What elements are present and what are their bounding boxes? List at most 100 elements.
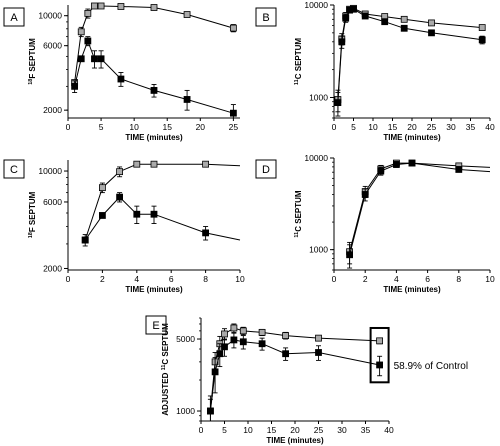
panel-a-x-tick-label: 15 [162, 122, 172, 132]
panel-e-series-black-point [230, 336, 238, 344]
panel-c-y-tick-label: 6000 [43, 197, 62, 207]
panel-e-y-axis-title: ADJUSTED 11C SEPTUM [161, 323, 170, 416]
panel-c-x-tick-label: 4 [134, 274, 139, 284]
panel-e-series-gray-point [282, 332, 290, 339]
panel-e-series-gray-point [258, 328, 266, 336]
panel-b-series-gray-point [428, 19, 435, 27]
panel-a-series-gray-point [77, 28, 85, 36]
panel-c-series-black-point [150, 210, 158, 218]
panel-d-y-axis-title: 11C SEPTUM [294, 190, 303, 238]
panel-b-series-black-point [478, 36, 486, 44]
panel-a-series-gray-point [91, 2, 98, 10]
panel-a-series-black-point [71, 82, 79, 90]
panel-c-x-tick-label: 2 [100, 274, 105, 284]
panel-a-series-black-point [77, 55, 85, 63]
panel-a-series-black-point [91, 55, 98, 63]
panel-c-series-gray-line [84, 163, 241, 241]
panel-e-x-tick-label: 40 [384, 425, 394, 435]
panel-b-y-tick-label: 10000 [304, 0, 328, 10]
panel-b-x-tick-label: 20 [407, 122, 417, 132]
panel-d-x-tick-label: 4 [394, 274, 399, 284]
panel-b-series-gray-point [478, 24, 486, 31]
panel-e-annotation: 58.9% of Control [394, 361, 469, 372]
panel-e-series-black-point [216, 350, 224, 358]
panel-e-series-black-point [239, 338, 247, 346]
panel-b-series-black-line [337, 8, 483, 103]
panel-c-label-box [3, 159, 25, 179]
panel-e-x-tick-label: 25 [314, 425, 324, 435]
panel-c-y-tick-label: 2000 [43, 263, 62, 273]
panel-b-x-tick-label: 35 [466, 122, 476, 132]
panel-c-x-tick-label: 6 [169, 274, 174, 284]
panel-c-x-tick-label: 8 [203, 274, 208, 284]
panel-b-x-tick-label: 15 [388, 122, 398, 132]
panel-b: B 0 5 10 15 20 25 30 35 40 1000 10000 TIME (minutes)… [255, 0, 495, 142]
panel-a-y-tick-label: 10000 [38, 11, 62, 21]
panel-d-label-box [255, 159, 277, 179]
panel-c-series-black-point [116, 193, 123, 201]
panel-e-series-gray-point [315, 334, 322, 342]
panel-e-x-tick-label: 30 [337, 425, 347, 435]
panel-d-series-black-point [392, 161, 400, 168]
panel-e-x-tick-label: 20 [290, 425, 300, 435]
panel-e-series-gray-point [239, 327, 247, 335]
panel-c-series-black-point [81, 236, 89, 244]
panel-c-x-tick-label: 10 [235, 274, 245, 284]
panel-c-y-tick-label: 10000 [38, 166, 62, 176]
panel-a-series-black-point [150, 87, 158, 94]
panel-c-series-black-point [133, 210, 141, 218]
panel-b-y-tick-label: 1000 [309, 92, 328, 102]
panel-d-series-black-point [346, 251, 354, 259]
panel-e-x-tick-label: 35 [361, 425, 371, 435]
panel-e-series-black-point [258, 340, 266, 348]
panel-e-x-tick-label: 5 [222, 425, 227, 435]
panel-b-x-tick-label: 10 [368, 122, 378, 132]
panel-a-label-box [3, 7, 25, 27]
panel-e-series-black-point [221, 343, 228, 351]
panel-d-series-black-point [408, 159, 416, 167]
panel-a-series-gray-line [74, 5, 234, 83]
panel-e-series-gray-point [221, 330, 228, 338]
panel-c-series-gray-point [133, 160, 141, 168]
panel-e-series-gray-point [376, 337, 384, 345]
panel-c-series-black-line [84, 196, 241, 241]
panel-d-x-tick-label: 6 [425, 274, 430, 284]
panel-e-series-black-point [376, 361, 384, 369]
panel-c-x-tick-label: 0 [66, 274, 71, 284]
panel-a-x-tick-label: 20 [196, 122, 206, 132]
panel-b-label: B [262, 12, 269, 24]
panel-d-label: D [262, 164, 270, 176]
panel-a-series-gray-point [84, 9, 92, 17]
panel-b-series-gray-line [337, 7, 483, 100]
panel-d-series-black-point [361, 191, 369, 198]
panel-b-series-black-point [342, 14, 350, 22]
panel-a-series-gray-point [97, 2, 105, 10]
panel-a-series-black-point [229, 109, 237, 117]
panel-a-series-gray-point [150, 4, 158, 11]
panel-d-x-tick-label: 0 [332, 274, 337, 284]
panel-b-x-tick-label: 5 [351, 122, 356, 132]
panel-b-x-tick-label: 40 [485, 122, 495, 132]
panel-b-x-tick-label: 0 [332, 122, 337, 132]
panel-c-series-gray-point [202, 160, 210, 168]
panel-a-series-black-point [97, 55, 105, 63]
panel-e-series-black-line [209, 339, 380, 412]
panel-b-x-axis-title: TIME (minutes) [383, 133, 441, 142]
panel-b-series-black-point [361, 12, 369, 20]
panel-b-series-black-point [334, 99, 342, 107]
panel-e-series-black-point [211, 368, 219, 376]
panel-a: A 0 5 10 15 20 25 2000 6000 10000 TIME (minutes) 18… [3, 2, 240, 142]
panel-d-x-axis-title: TIME (minutes) [383, 285, 441, 294]
panel-d-series-gray-line [349, 162, 491, 252]
panel-a-series-black-line [74, 39, 234, 114]
panel-c-y-axis-title: 18F SEPTUM [28, 191, 37, 238]
panel-a-label: A [10, 12, 18, 24]
panel-e-series-black-point [282, 350, 290, 358]
panel-e-x-tick-label: 10 [243, 425, 253, 435]
panel-a-series-black-point [183, 96, 191, 103]
panel-a-y-tick-label: 6000 [43, 41, 62, 51]
panel-c-series-gray-point [99, 184, 106, 192]
panel-a-series-black-point [84, 37, 92, 45]
panel-e-x-tick-label: 15 [267, 425, 277, 435]
